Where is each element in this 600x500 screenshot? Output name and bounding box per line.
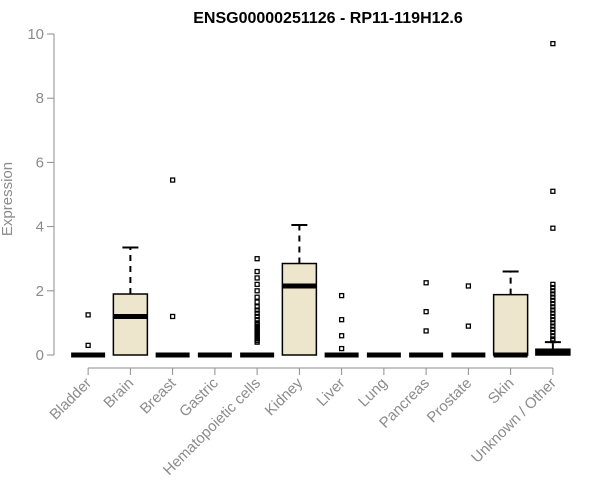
outlier-point (423, 309, 429, 315)
outlier-point (338, 292, 345, 299)
box-2 (112, 246, 149, 356)
outlier-point (550, 333, 556, 339)
outlier-point (254, 304, 260, 310)
outlier-point (550, 317, 556, 323)
outlier-point (465, 283, 472, 289)
outlier-point (550, 300, 556, 307)
y-tick-label: 2 (36, 283, 44, 300)
outlier-point (338, 317, 345, 323)
outlier-point (254, 256, 260, 262)
outlier-point (550, 326, 556, 332)
outlier-point (254, 317, 260, 323)
outlier-point (338, 345, 345, 352)
outlier-point (254, 275, 260, 281)
y-tick-label: 4 (36, 219, 44, 236)
outlier-point (254, 294, 260, 300)
y-tick-label: 0 (36, 347, 44, 364)
outlier-point (550, 313, 556, 320)
box-1 (71, 312, 106, 358)
x-tick-label: Lung (355, 375, 391, 411)
outlier-point (254, 310, 260, 316)
outlier-point (550, 337, 556, 344)
box-body (112, 293, 149, 356)
y-tick-label: 8 (36, 90, 44, 107)
y-tick-label: 10 (27, 26, 44, 43)
outlier-point (85, 312, 91, 318)
outlier-point (465, 323, 472, 329)
x-tick-label: Bladder (46, 375, 95, 424)
outlier-point (550, 188, 556, 194)
outlier-point (550, 40, 556, 47)
outlier-point (254, 299, 260, 305)
box-9 (409, 280, 444, 358)
y-axis-label: Expression (0, 162, 16, 236)
x-tick-label: Skin (485, 375, 518, 408)
x-tick-label: Liver (313, 375, 348, 410)
outlier-point (550, 291, 556, 297)
outlier-point (550, 225, 556, 231)
outlier-point (550, 288, 556, 294)
box-10 (451, 283, 486, 358)
x-tick-label: Kidney (262, 374, 307, 419)
box-body (492, 293, 529, 356)
outlier-point (550, 284, 556, 291)
outlier-point (423, 280, 429, 286)
outlier-point (254, 339, 260, 345)
outlier-point (254, 307, 260, 313)
box-series (71, 40, 571, 358)
box-3 (155, 177, 190, 358)
outlier-point (85, 342, 91, 349)
outlier-point (423, 328, 429, 334)
outlier-point (550, 323, 556, 329)
outlier-point (338, 333, 345, 339)
outlier-point (550, 281, 556, 288)
outlier-point (550, 310, 556, 316)
x-tick-label: Brain (100, 375, 137, 412)
outlier-point (169, 177, 176, 183)
outlier-point (550, 320, 556, 326)
y-axis: 0 2 4 6 8 10 (27, 26, 55, 364)
outlier-point (254, 313, 260, 320)
box-body (281, 262, 318, 356)
box-5 (240, 256, 275, 358)
box-12 (535, 40, 571, 356)
outlier-point (254, 268, 260, 275)
outlier-point (169, 313, 176, 320)
outlier-point (550, 304, 556, 310)
box-11 (492, 270, 529, 358)
outlier-point (550, 297, 556, 304)
outlier-point (550, 307, 556, 313)
chart-title: ENSG00000251126 - RP11-119H12.6 (193, 10, 463, 27)
x-tick-label: Breast (137, 374, 180, 417)
y-tick-label: 6 (36, 154, 44, 171)
outlier-point (550, 329, 556, 336)
outlier-point (550, 294, 556, 300)
box-7 (324, 292, 359, 358)
outlier-point (254, 281, 260, 288)
x-tick-label: Prostate (424, 375, 476, 427)
box-6 (281, 223, 318, 356)
outlier-point (254, 288, 260, 294)
